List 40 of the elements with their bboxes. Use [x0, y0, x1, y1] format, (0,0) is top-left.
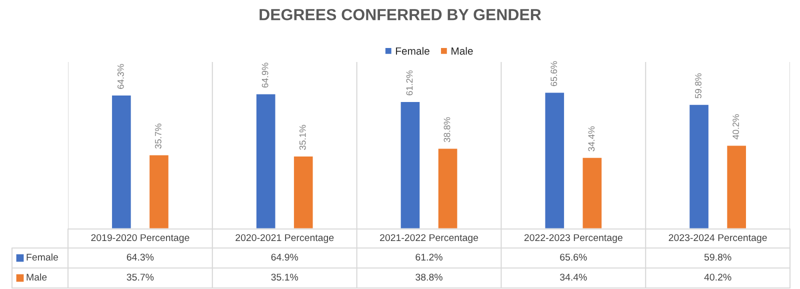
text: 38.8%: [444, 117, 450, 142]
text: 65.6%: [550, 61, 558, 86]
text: 59.8%: [695, 73, 702, 98]
data-label: 35.1%: [271, 274, 298, 281]
data-label: 38.8%: [416, 274, 442, 281]
data-label: 34.4%: [560, 274, 587, 281]
text: 40.2%: [732, 114, 739, 140]
x-tick-label: 2020-2021 Percentage: [236, 234, 334, 244]
bar: [544, 91, 566, 229]
x-tick-label: 2021-2022 Percentage: [380, 234, 478, 244]
bar: [110, 94, 132, 229]
data-label: 61.2%: [416, 254, 442, 261]
text: Female: [26, 253, 58, 261]
chart-title: DEGREES CONFERRED BY GENDER: [260, 8, 542, 20]
bar: [255, 92, 277, 229]
x-tick-label: 2023-2024 Percentage: [668, 234, 767, 244]
x-tick-label: 2019-2020 Percentage: [91, 234, 190, 244]
data-label: 64.9%: [271, 254, 298, 261]
bar: [581, 156, 603, 229]
legend-label: Female: [396, 47, 430, 55]
legend-label: Male: [452, 47, 473, 55]
data-label: 59.8%: [704, 254, 732, 261]
bar: [148, 154, 170, 229]
data-label: 64.3%: [126, 254, 154, 261]
data-label: 40.2%: [704, 274, 732, 281]
data-label: 35.7%: [126, 274, 154, 281]
text: 35.1%: [299, 124, 306, 150]
x-tick-label: 2022-2023 Percentage: [524, 234, 622, 244]
text: 61.2%: [406, 70, 413, 96]
bar: [726, 144, 748, 229]
bar: [399, 100, 422, 229]
text: 35.7%: [155, 124, 162, 149]
text: 64.9%: [262, 62, 268, 88]
text: Male: [26, 273, 47, 281]
data-label: 65.6%: [560, 254, 587, 261]
bar: [292, 155, 314, 229]
text: 34.4%: [588, 126, 595, 152]
bar: [688, 104, 710, 229]
text: 64.3%: [117, 64, 124, 89]
bar: [436, 147, 459, 229]
